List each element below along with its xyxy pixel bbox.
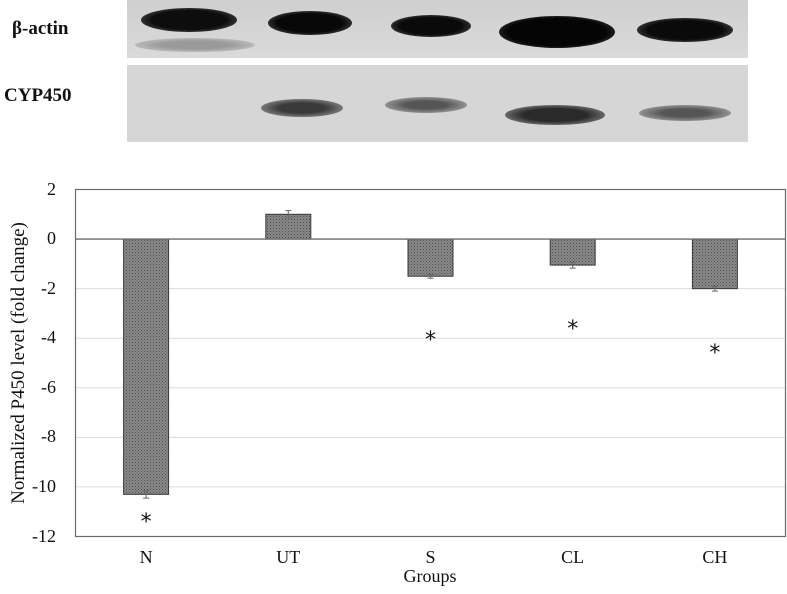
y-tick-label: -12: [32, 525, 56, 546]
y-tick-label: -6: [41, 376, 56, 397]
y-tick-label: -10: [32, 475, 56, 496]
error-bar: [569, 261, 576, 269]
bars: [123, 210, 738, 499]
y-tick-label: -4: [41, 327, 56, 348]
y-tick-label: -2: [41, 277, 56, 298]
error-bar: [711, 285, 718, 292]
x-tick-label: N: [139, 547, 153, 567]
beta-actin-blot-row: [127, 0, 748, 58]
significance-asterisk: *: [140, 510, 152, 536]
significance-asterisk: *: [425, 328, 436, 354]
bar-n: [123, 238, 170, 495]
error-bar: [285, 210, 292, 219]
significance-asterisk: *: [709, 340, 721, 366]
error-bar: [143, 490, 150, 499]
bar-cl: [549, 238, 596, 266]
blot-label-beta-actin: β-actin: [12, 18, 69, 39]
error-bar: [427, 273, 434, 279]
x-tick-label: CL: [561, 547, 585, 567]
bar-ch: [691, 238, 738, 290]
x-tick-label: CH: [702, 547, 728, 567]
y-tick-label: 2: [47, 178, 56, 199]
y-tick-label: 0: [47, 228, 56, 249]
y-tick-label: -8: [41, 426, 56, 447]
blot-label-cyp450: CYP450: [4, 85, 72, 106]
x-tick-label: UT: [276, 547, 301, 567]
x-axis-title: Groups: [403, 566, 457, 586]
gridlines: [75, 288, 786, 488]
y-axis-title: Normalized P450 level (fold change): [8, 222, 29, 504]
bar-s: [407, 238, 454, 277]
cyp450-blot-row: [127, 65, 748, 142]
significance-asterisk: *: [567, 317, 579, 343]
x-tick-label: S: [425, 547, 436, 567]
plot-frame: [74, 188, 787, 538]
